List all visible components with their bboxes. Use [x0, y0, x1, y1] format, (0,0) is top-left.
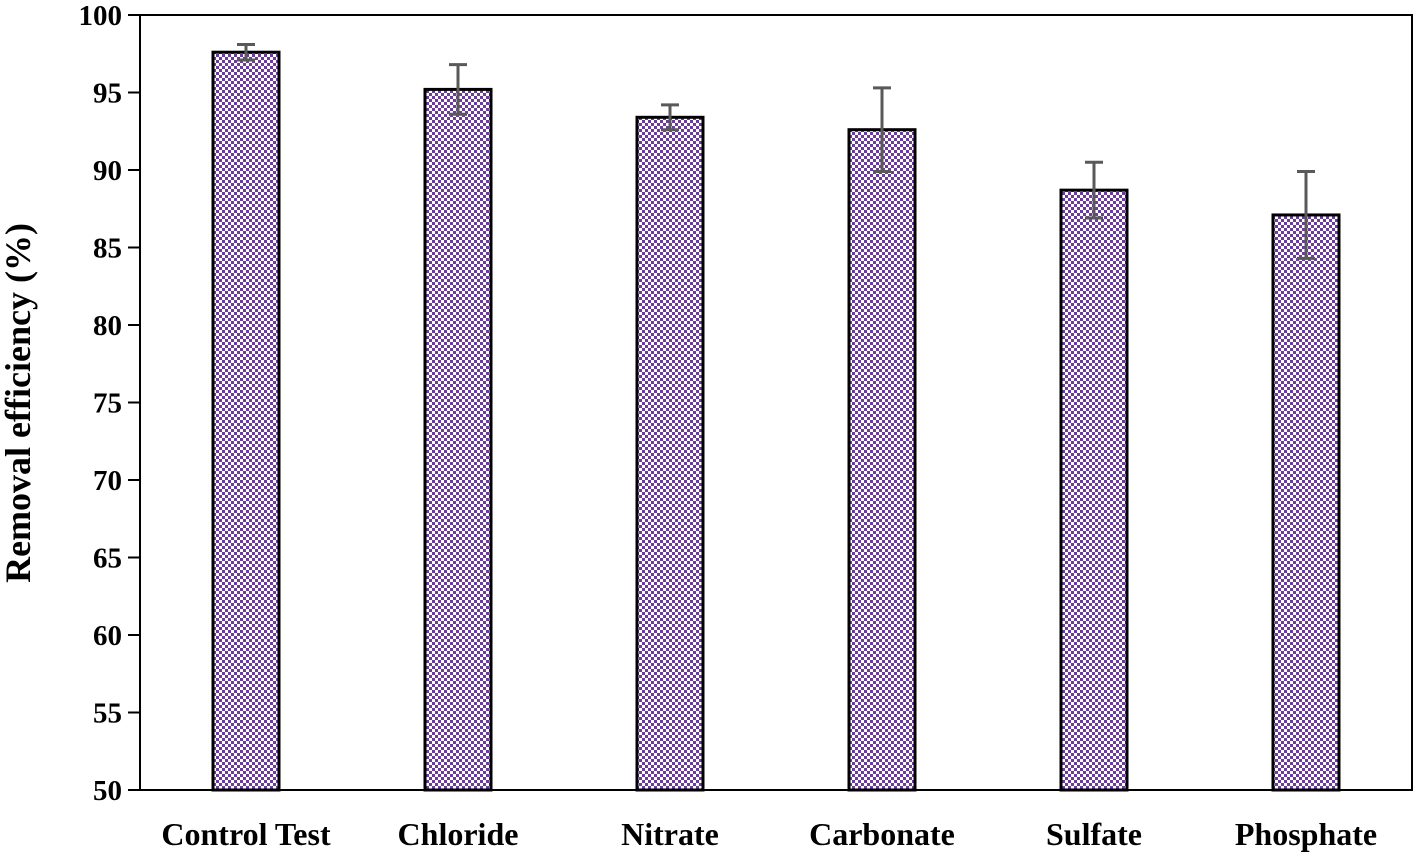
- y-tick-label: 65: [93, 543, 122, 575]
- bar-control-test: [213, 52, 279, 790]
- y-tick-label: 100: [79, 0, 123, 32]
- x-axis: Control Test Chloride Nitrate Carbonate Sulf…: [161, 816, 1377, 852]
- y-tick-label: 70: [93, 465, 122, 497]
- y-tick-label: 95: [93, 78, 122, 110]
- y-tick-label: 75: [93, 388, 122, 420]
- plot-area: [140, 15, 1412, 790]
- y-tick-label: 60: [93, 620, 122, 652]
- x-tick-label: Chloride: [398, 816, 519, 852]
- bars-group: [213, 52, 1339, 790]
- x-tick-label: Nitrate: [621, 816, 719, 852]
- x-tick-label: Sulfate: [1046, 816, 1142, 852]
- y-tick-label: 85: [93, 233, 122, 265]
- y-tick-label: 80: [93, 310, 122, 342]
- y-tick-label: 50: [93, 775, 122, 807]
- error-bars-group: [237, 44, 1315, 258]
- bar-carbonate: [849, 130, 915, 790]
- x-tick-label: Phosphate: [1235, 816, 1377, 852]
- x-tick-label: Control Test: [161, 816, 331, 852]
- y-axis-title: Removal efficiency (%): [0, 223, 38, 583]
- x-tick-label: Carbonate: [809, 816, 955, 852]
- y-axis: 50 55 60 65 70 75 80 85 90 95 100: [79, 0, 141, 807]
- bar-chloride: [425, 89, 491, 790]
- plot-border: [140, 15, 1412, 790]
- bar-sulfate: [1061, 190, 1127, 790]
- y-tick-label: 55: [93, 698, 122, 730]
- y-tick-label: 90: [93, 155, 122, 187]
- bar-phosphate: [1273, 215, 1339, 790]
- bar-nitrate: [637, 117, 703, 790]
